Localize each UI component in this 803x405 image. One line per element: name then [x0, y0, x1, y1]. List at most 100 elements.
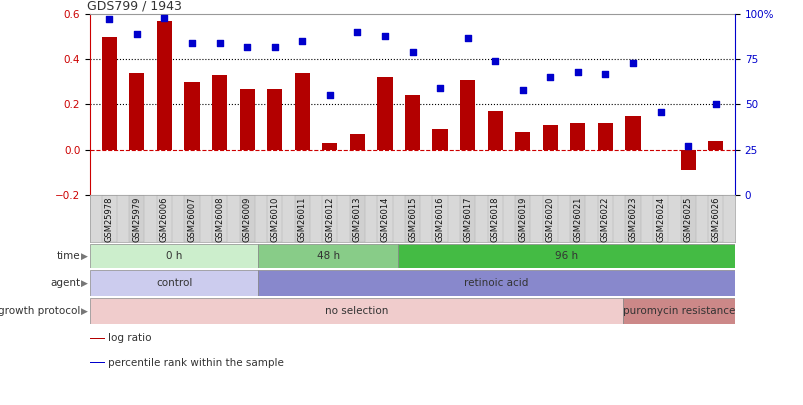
Text: GSM26020: GSM26020: [545, 197, 554, 242]
Bar: [294, 195, 309, 242]
Bar: [129, 195, 145, 242]
Text: 48 h: 48 h: [316, 251, 340, 261]
Point: [296, 38, 308, 45]
Bar: [377, 77, 392, 150]
Text: 96 h: 96 h: [555, 251, 577, 261]
Text: GSM26013: GSM26013: [353, 197, 361, 242]
Bar: [349, 195, 365, 242]
Bar: [322, 195, 337, 242]
Bar: [239, 195, 255, 242]
Point: [681, 143, 694, 149]
Text: GSM26007: GSM26007: [187, 197, 196, 242]
Text: GSM26019: GSM26019: [518, 197, 527, 242]
Text: GDS799 / 1943: GDS799 / 1943: [87, 0, 181, 13]
Bar: [432, 195, 447, 242]
Bar: [622, 298, 734, 324]
Point: [213, 40, 226, 46]
Text: GSM25978: GSM25978: [104, 197, 114, 242]
Bar: [212, 195, 227, 242]
Point: [543, 74, 556, 81]
Text: ▶: ▶: [80, 279, 88, 288]
Text: percentile rank within the sample: percentile rank within the sample: [108, 358, 283, 368]
Bar: [679, 195, 695, 242]
Text: control: control: [156, 278, 192, 288]
Bar: [239, 89, 255, 150]
Point: [406, 49, 418, 55]
Text: GSM26022: GSM26022: [600, 197, 609, 242]
Text: no selection: no selection: [324, 306, 388, 316]
Text: GSM26014: GSM26014: [380, 197, 389, 242]
Bar: [258, 244, 398, 268]
Bar: [459, 195, 475, 242]
Point: [268, 43, 281, 50]
Bar: [267, 195, 282, 242]
Bar: [432, 129, 447, 150]
Text: 0 h: 0 h: [165, 251, 182, 261]
Bar: [707, 195, 723, 242]
Bar: [90, 270, 258, 296]
Bar: [212, 75, 227, 150]
Point: [350, 29, 363, 35]
Bar: [90, 244, 258, 268]
Point: [626, 60, 638, 66]
Bar: [377, 195, 392, 242]
Bar: [542, 195, 557, 242]
Bar: [652, 195, 667, 242]
Bar: [597, 123, 612, 150]
Point: [433, 85, 446, 92]
Text: GSM25979: GSM25979: [132, 197, 141, 242]
Bar: [542, 125, 557, 150]
Text: GSM26012: GSM26012: [325, 197, 334, 242]
Text: GSM26008: GSM26008: [214, 197, 224, 242]
Text: GSM26024: GSM26024: [655, 197, 664, 242]
Bar: [267, 89, 282, 150]
Text: retinoic acid: retinoic acid: [464, 278, 528, 288]
Bar: [294, 73, 309, 150]
Text: GSM26017: GSM26017: [463, 197, 471, 242]
Bar: [569, 195, 585, 242]
Point: [598, 70, 611, 77]
Point: [158, 15, 171, 21]
Point: [708, 101, 721, 108]
Bar: [459, 80, 475, 150]
Bar: [569, 123, 585, 150]
Bar: [487, 195, 502, 242]
Text: GSM26026: GSM26026: [711, 197, 719, 242]
Bar: [184, 195, 199, 242]
Text: GSM26015: GSM26015: [407, 197, 417, 242]
Bar: [90, 298, 622, 324]
Bar: [679, 150, 695, 170]
Bar: [707, 141, 723, 150]
Bar: [322, 143, 337, 150]
Bar: [157, 21, 172, 150]
Bar: [184, 82, 199, 150]
Bar: [625, 116, 640, 150]
Point: [488, 58, 501, 64]
Bar: [625, 195, 640, 242]
Text: GSM26010: GSM26010: [270, 197, 279, 242]
Text: GSM26018: GSM26018: [490, 197, 499, 242]
Text: GSM26021: GSM26021: [573, 197, 581, 242]
Point: [654, 109, 666, 115]
Text: GSM26023: GSM26023: [628, 197, 637, 242]
Bar: [405, 195, 419, 242]
Bar: [405, 96, 419, 150]
Point: [185, 40, 198, 46]
Point: [571, 69, 584, 75]
Bar: [90, 362, 104, 363]
Bar: [349, 134, 365, 150]
Point: [103, 16, 116, 23]
Bar: [102, 36, 116, 150]
Bar: [398, 244, 734, 268]
Text: ▶: ▶: [80, 307, 88, 315]
Text: GSM26016: GSM26016: [435, 197, 444, 242]
Bar: [102, 195, 116, 242]
Text: GSM26009: GSM26009: [243, 197, 251, 242]
Point: [240, 43, 253, 50]
Bar: [129, 73, 145, 150]
Bar: [258, 270, 734, 296]
Text: growth protocol: growth protocol: [0, 306, 80, 316]
Point: [516, 87, 528, 93]
Text: GSM26011: GSM26011: [297, 197, 307, 242]
Text: puromycin resistance: puromycin resistance: [622, 306, 734, 316]
